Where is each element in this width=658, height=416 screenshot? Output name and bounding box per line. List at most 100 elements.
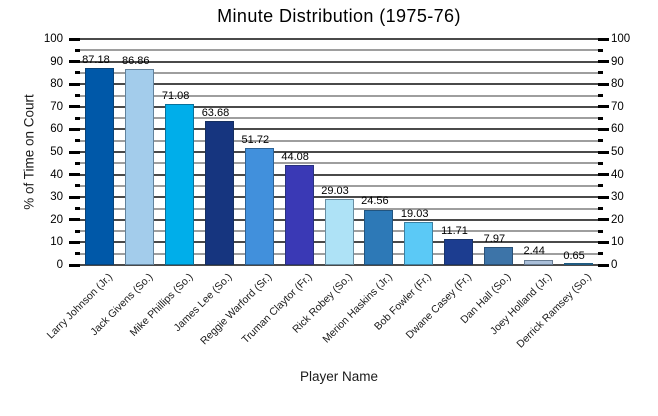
gridline-minor [80, 71, 598, 74]
plot-area: 87.18 86.86 71.08 63.68 51.72 44.08 29.03 24.56… [80, 38, 598, 266]
bar-value-label: 63.68 [201, 107, 230, 120]
gridline-major [80, 38, 598, 40]
gridline-minor [80, 139, 598, 142]
y-tick-major [69, 105, 80, 109]
y-tick-major [69, 37, 80, 41]
bar [85, 67, 115, 265]
y-tick-minor [75, 71, 80, 75]
x-tick-label: Truman Claytor (Fr.) [239, 271, 315, 347]
y-tick-label-right: 90 [611, 55, 624, 68]
y-tick-label-left: 90 [50, 55, 63, 68]
bar [125, 68, 155, 265]
y-tick-minor [598, 94, 603, 97]
gridline-major [80, 173, 598, 176]
bar [324, 199, 354, 265]
gridline-major [80, 128, 598, 131]
gridline-major [80, 60, 598, 63]
y-tick-label-right: 70 [611, 100, 624, 113]
y-tick-minor [75, 116, 80, 120]
bar [404, 222, 434, 265]
y-tick-major [69, 263, 80, 267]
gridline-minor [80, 162, 598, 165]
y-tick-major [69, 82, 80, 86]
y-tick-label-right: 0 [611, 259, 618, 271]
y-tick-major [69, 60, 80, 64]
bar-value-label: 7.97 [483, 232, 506, 245]
x-tick-label: Merion Haskins (Jr.) [319, 271, 395, 346]
y-tick-major [598, 173, 609, 177]
bar [244, 148, 274, 265]
y-tick-minor [598, 184, 603, 188]
y-tick-minor [75, 184, 80, 188]
bar [165, 104, 195, 265]
y-tick-label-right: 50 [611, 146, 624, 158]
bar [284, 165, 314, 265]
y-tick-label-right: 20 [611, 213, 624, 226]
x-axis-title: Player Name [299, 369, 379, 384]
gridline-major [80, 105, 598, 108]
y-tick-major [69, 150, 80, 154]
y-tick-minor [598, 71, 603, 75]
y-tick-major [598, 150, 609, 154]
y-tick-minor [598, 139, 603, 143]
y-tick-label-right: 60 [611, 123, 624, 136]
y-tick-major [598, 218, 609, 222]
y-tick-major [598, 240, 609, 244]
gridline-minor [80, 184, 598, 187]
y-tick-major [598, 195, 609, 199]
bar [563, 263, 593, 265]
y-tick-minor [598, 252, 603, 256]
y-tick-label-right: 10 [611, 236, 624, 249]
y-tick-label-left: 50 [50, 146, 63, 158]
bar-value-label: 24.56 [361, 195, 389, 208]
bar [444, 238, 474, 265]
gridline-major [80, 196, 598, 199]
y-tick-major [598, 37, 609, 41]
gridline-minor [80, 94, 598, 97]
y-tick-label-left: 20 [50, 213, 63, 226]
bar-value-label: 2.44 [523, 245, 545, 258]
bar-value-label: 11.71 [441, 224, 468, 237]
y-tick-label-right: 40 [611, 168, 624, 181]
bar-value-label: 0.65 [563, 249, 585, 262]
y-tick-minor [75, 207, 80, 210]
gridline-major [80, 83, 598, 86]
y-tick-label-left: 100 [43, 33, 63, 45]
y-tick-major [69, 173, 80, 177]
y-tick-minor [598, 116, 603, 120]
y-tick-major [598, 105, 609, 109]
x-tick-label: Derrick Ramsey (So.) [514, 271, 594, 351]
y-tick-minor [75, 161, 80, 165]
y-tick-label-left: 10 [50, 236, 63, 249]
y-tick-label-right: 30 [611, 191, 624, 204]
bar-value-label: 51.72 [241, 134, 270, 147]
y-tick-label-right: 100 [611, 33, 631, 45]
y-tick-minor [598, 207, 603, 210]
y-tick-minor [598, 229, 603, 233]
y-tick-label-left: 0 [56, 259, 63, 271]
gridline-major [80, 264, 598, 266]
y-tick-label-left: 80 [50, 78, 63, 91]
y-tick-minor [598, 48, 603, 52]
y-tick-major [69, 240, 80, 244]
y-tick-label-left: 70 [50, 100, 63, 113]
bar-value-label: 87.18 [82, 53, 110, 66]
y-tick-minor [75, 139, 80, 143]
bar [483, 247, 513, 265]
bar [523, 259, 553, 265]
gridline-minor [80, 49, 598, 52]
chart-title: Minute Distribution (1975-76) [217, 6, 461, 26]
gridline-minor [80, 117, 598, 120]
x-tick-label: Reggie Warford (Sr.) [198, 271, 275, 348]
y-tick-major [598, 127, 609, 131]
bar [364, 209, 394, 265]
bar-value-label: 86.86 [122, 54, 150, 67]
y-tick-label-left: 40 [50, 168, 63, 181]
y-tick-major [598, 60, 609, 64]
x-tick-label: Larry Johnson (Jr.) [45, 271, 116, 342]
y-tick-minor [75, 48, 80, 52]
y-tick-major [69, 127, 80, 131]
y-tick-label-right: 80 [611, 78, 624, 91]
y-tick-minor [75, 252, 80, 256]
